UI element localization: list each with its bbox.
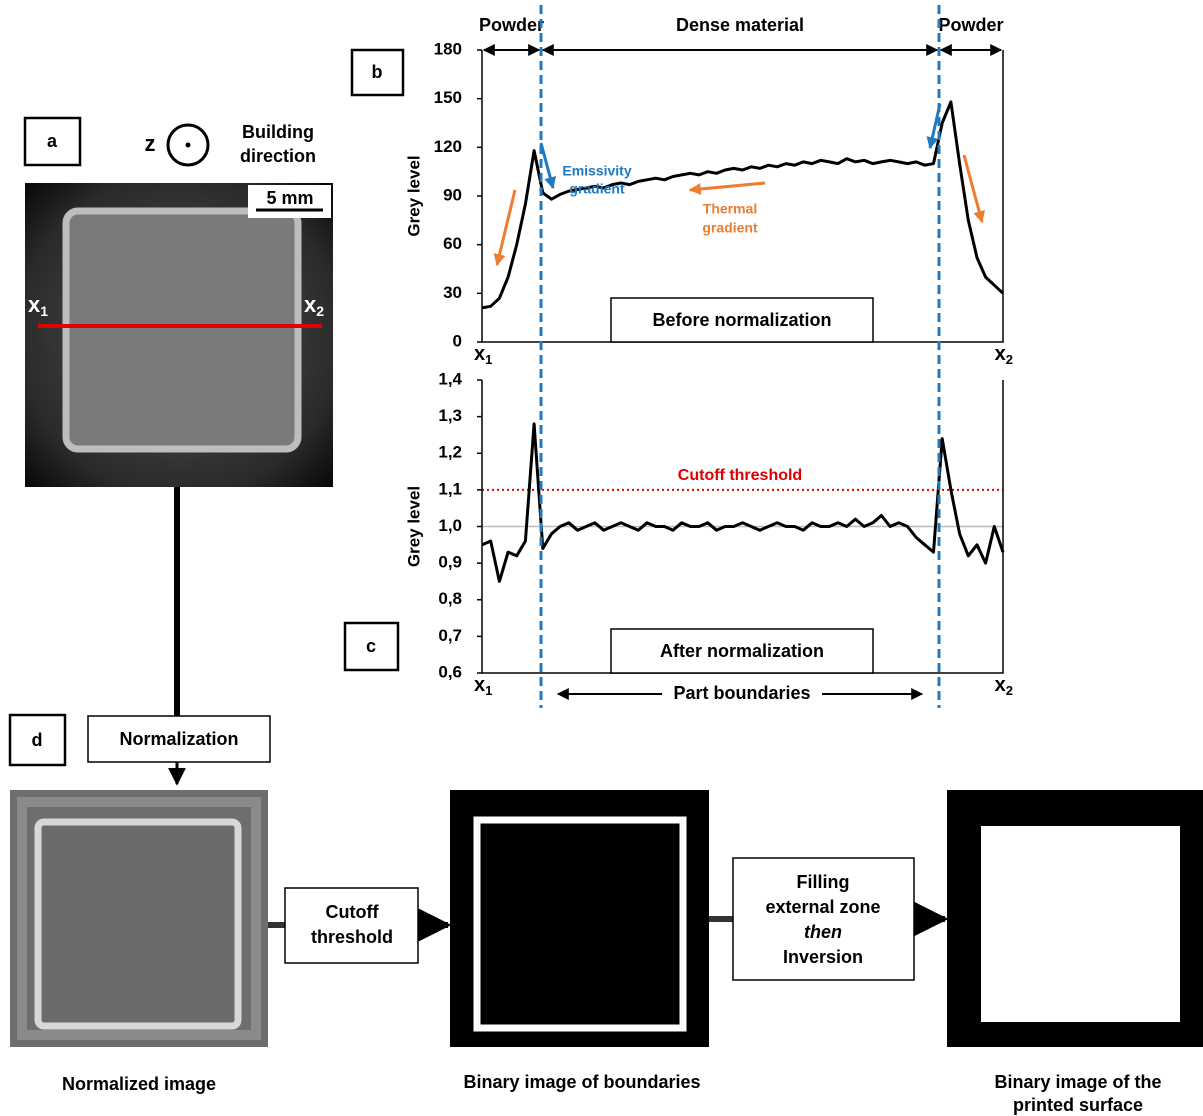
data-line bbox=[481, 422, 1005, 583]
step-label: Cutoff bbox=[326, 902, 380, 922]
x-start-label: x1 bbox=[28, 292, 48, 319]
axis-label: z bbox=[145, 131, 156, 156]
region-label: Powder bbox=[938, 15, 1003, 35]
region-label: Dense material bbox=[676, 15, 804, 35]
x-end-label: x1 bbox=[474, 343, 492, 367]
y-tick-label: 150 bbox=[434, 88, 462, 107]
y-tick-label: 90 bbox=[443, 185, 462, 204]
y-tick-label: 0,7 bbox=[438, 626, 462, 645]
caption: Binary image of the bbox=[994, 1072, 1161, 1092]
y-tick-label: 0,9 bbox=[438, 553, 462, 572]
box-label: Before normalization bbox=[652, 310, 831, 330]
step-box bbox=[284, 887, 419, 964]
emissivity-label: Emissivity bbox=[562, 163, 631, 179]
thermal-arrow bbox=[688, 181, 766, 195]
thermal-label: Thermal bbox=[703, 201, 757, 217]
y-axis-label: Grey level bbox=[404, 486, 423, 567]
thermal-arrow bbox=[493, 189, 517, 267]
caption: Normalized image bbox=[62, 1074, 216, 1094]
panel-label: b bbox=[372, 62, 383, 82]
thermal-arrow bbox=[962, 154, 985, 224]
y-tick-label: 120 bbox=[434, 137, 462, 156]
y-tick-label: 0,8 bbox=[438, 589, 462, 608]
step-box bbox=[87, 715, 271, 763]
step-label: Filling bbox=[797, 872, 850, 892]
panel-box bbox=[350, 48, 405, 97]
boundaries-image bbox=[450, 790, 709, 1047]
step-label: Inversion bbox=[783, 947, 863, 967]
y-tick-label: 1,3 bbox=[438, 406, 462, 425]
label-box bbox=[610, 628, 874, 674]
box-label: After normalization bbox=[660, 641, 824, 661]
scale-bar-label: 5 mm bbox=[266, 188, 313, 208]
data-line bbox=[481, 100, 1005, 310]
label-box bbox=[610, 297, 874, 343]
caption: Binary image of boundaries bbox=[463, 1072, 700, 1092]
panel-box bbox=[343, 621, 400, 672]
y-tick-label: 1,4 bbox=[438, 369, 462, 388]
y-tick-label: 60 bbox=[443, 234, 462, 253]
panel-label: a bbox=[47, 131, 58, 151]
step-label: then bbox=[804, 922, 842, 942]
y-tick-label: 30 bbox=[443, 283, 462, 302]
x-end-label: x1 bbox=[474, 674, 492, 698]
direction-label: direction bbox=[240, 146, 316, 166]
y-tick-label: 1,2 bbox=[438, 443, 462, 462]
emissivity-arrow bbox=[539, 142, 557, 190]
y-tick-label: 0 bbox=[453, 331, 462, 350]
direction-label: Building bbox=[242, 122, 314, 142]
panel-label: d bbox=[32, 730, 43, 750]
x-end-label: x2 bbox=[995, 343, 1013, 367]
step-label: Normalization bbox=[119, 729, 238, 749]
thermal-image bbox=[25, 183, 333, 487]
emissivity-label: gradient bbox=[569, 181, 625, 197]
axis-dot bbox=[185, 142, 191, 148]
threshold-label: Cutoff threshold bbox=[678, 467, 802, 484]
normalized-image bbox=[10, 790, 268, 1047]
x-end-label: x2 bbox=[995, 674, 1013, 698]
thermal-label: gradient bbox=[702, 220, 758, 236]
axis-symbol bbox=[166, 123, 210, 167]
x-end-label: x2 bbox=[304, 292, 324, 319]
panel-box bbox=[8, 713, 67, 767]
y-axis-label: Grey level bbox=[404, 155, 423, 236]
y-tick-label: 1,1 bbox=[438, 479, 462, 498]
panel-label: c bbox=[366, 636, 376, 656]
step-label: external zone bbox=[765, 897, 880, 917]
y-tick-label: 0,6 bbox=[438, 662, 462, 681]
span-label: Part boundaries bbox=[673, 683, 810, 703]
panel-box bbox=[23, 116, 82, 167]
y-tick-label: 180 bbox=[434, 39, 462, 58]
region-label: Powder bbox=[479, 15, 544, 35]
surface-image bbox=[947, 790, 1203, 1047]
caption: printed surface bbox=[1013, 1095, 1143, 1115]
y-tick-label: 1,0 bbox=[438, 516, 462, 535]
step-label: threshold bbox=[311, 927, 393, 947]
step-box bbox=[732, 857, 915, 981]
